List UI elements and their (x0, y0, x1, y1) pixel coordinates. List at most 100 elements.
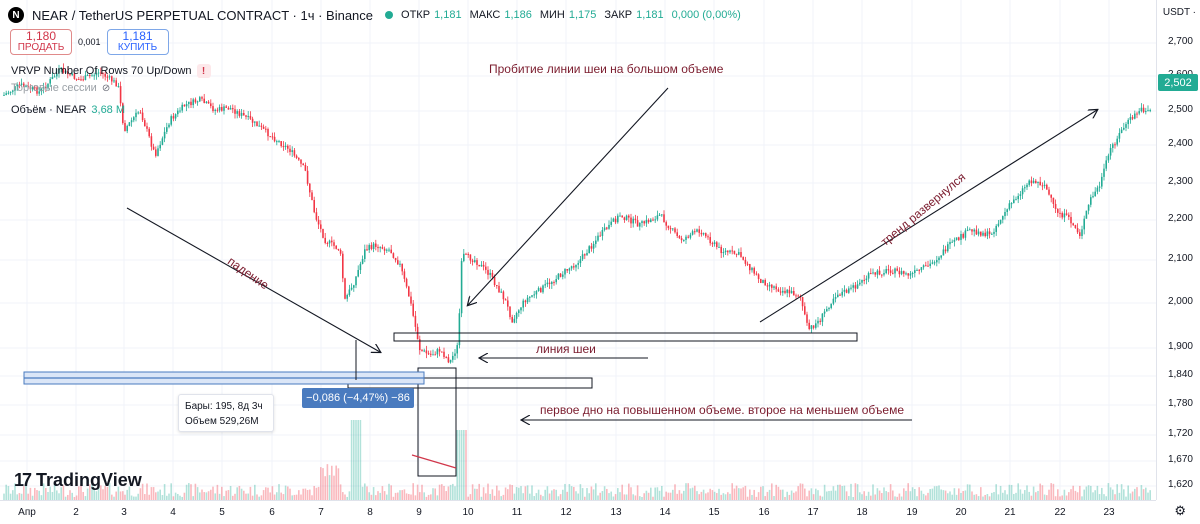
volume-bar (58, 493, 60, 500)
candle-body (238, 111, 241, 116)
candle-body (397, 260, 399, 265)
price-tick: 2,000 (1167, 296, 1193, 307)
candle-body (188, 101, 190, 105)
indicator-vrvp[interactable]: VRVP Number Of Rows 70 Up/Down ! (11, 64, 211, 78)
volume-bar (256, 494, 258, 500)
volume-bar (502, 494, 505, 500)
annotation-bottoms[interactable]: первое дно на повышенном объеме. второе … (540, 403, 905, 417)
candle-body (881, 274, 883, 276)
candle-body (91, 75, 93, 77)
volume-bar (254, 484, 256, 500)
sell-button[interactable]: 1,180 ПРОДАТЬ (10, 29, 72, 55)
candle-body (733, 250, 736, 254)
indicator-sessions[interactable]: Торговые сессии ⊘ (11, 82, 111, 94)
volume-bar (1048, 489, 1050, 500)
candle-body (95, 73, 98, 76)
volume-bar (654, 487, 656, 500)
candle-body (966, 229, 969, 231)
measure-change-label[interactable]: −0,086 (−4,47%) −86 (302, 388, 414, 408)
candle-body (1037, 181, 1039, 184)
candle-body (628, 215, 630, 218)
candle-body (284, 145, 287, 148)
time-axis[interactable]: Апр 2 3 4 5 6 7 8 9 10 11 12 13 14 15 16 17 18 19 20 21 22 23 (0, 500, 1156, 524)
candle-body (986, 231, 989, 237)
volume-bar (3, 493, 5, 500)
candle-body (443, 351, 445, 358)
candle-body (971, 229, 973, 232)
volume-bar (903, 488, 905, 500)
volume-bar (227, 490, 230, 500)
volume-bar (628, 483, 630, 500)
symbol-title[interactable]: NEAR / TetherUS PERPETUAL CONTRACT · 1ч … (32, 7, 374, 23)
candle-body (1087, 204, 1090, 211)
hidden-eye-icon[interactable]: ⊘ (101, 82, 111, 94)
candle-body (423, 350, 425, 352)
volume-bar (124, 494, 126, 500)
candle-body (1063, 213, 1066, 218)
candle-body (687, 236, 689, 238)
buy-button[interactable]: 1,181 КУПИТЬ (106, 29, 169, 55)
volume-bar (276, 492, 278, 500)
volume-bar (115, 491, 117, 500)
candle-body (951, 241, 953, 243)
volume-bar (707, 492, 709, 500)
volume-bar (375, 495, 377, 500)
time-tick: 5 (219, 507, 225, 518)
candle-body (58, 68, 60, 74)
volume-bar (716, 493, 718, 500)
candle-body (372, 243, 375, 249)
candle-body (100, 72, 102, 74)
volume-bar (185, 484, 188, 500)
volume-bar (1085, 486, 1088, 500)
volume-bar (1010, 484, 1013, 500)
annotation-neckline[interactable]: линия шеи (536, 342, 596, 356)
volume-bar (720, 494, 722, 500)
currency-selector[interactable]: USDT · (1162, 7, 1196, 18)
time-tick: 15 (708, 507, 720, 518)
annotation-neckline-break[interactable]: Пробитие линии шеи на большом объеме (489, 62, 724, 76)
volume-bar (309, 489, 311, 500)
candle-body (568, 268, 571, 271)
candle-body (542, 285, 544, 293)
volume-bar (540, 494, 542, 500)
candle-body (304, 165, 307, 171)
candle-body (474, 260, 476, 262)
candle-body (203, 98, 205, 103)
volume-bar (518, 487, 520, 500)
candle-body (603, 227, 606, 230)
volume-bar (531, 485, 533, 500)
warning-icon[interactable]: ! (196, 64, 211, 78)
indicator-volume[interactable]: Объём · NEAR 3,68 M (11, 104, 126, 116)
candle-body (1123, 127, 1125, 130)
gear-icon[interactable]: ⚙ (1174, 503, 1186, 518)
candle-body (515, 312, 518, 319)
price-tick: 1,670 (1167, 454, 1193, 465)
candle-body (830, 303, 832, 308)
volume-bar (232, 495, 234, 500)
candle-body (962, 234, 964, 238)
volume-bar (163, 484, 166, 500)
volume-bar (1063, 489, 1066, 500)
price-axis[interactable]: USDT · 2,7002,6002,5002,4002,3002,2002,1… (1156, 0, 1200, 500)
volume-bar (1032, 486, 1035, 500)
candle-body (590, 246, 593, 249)
candle-body (482, 264, 485, 267)
candle-body (1129, 117, 1132, 120)
volume-bar (621, 484, 623, 500)
volume-bar (788, 494, 791, 500)
volume-bar (784, 496, 786, 500)
candle-body (225, 106, 227, 108)
tradingview-logo[interactable]: 17 TradingView (14, 470, 142, 490)
candle-body (782, 290, 784, 293)
volume-bar (34, 487, 36, 500)
volume-bar (986, 493, 989, 500)
candle-body (104, 73, 106, 77)
volume-bar (130, 495, 133, 500)
candle-body (720, 246, 722, 254)
candle-body (826, 309, 828, 312)
volume-bar (326, 464, 329, 500)
candle-body (960, 234, 962, 240)
candle-body (247, 115, 249, 117)
time-tick: 16 (758, 507, 770, 518)
